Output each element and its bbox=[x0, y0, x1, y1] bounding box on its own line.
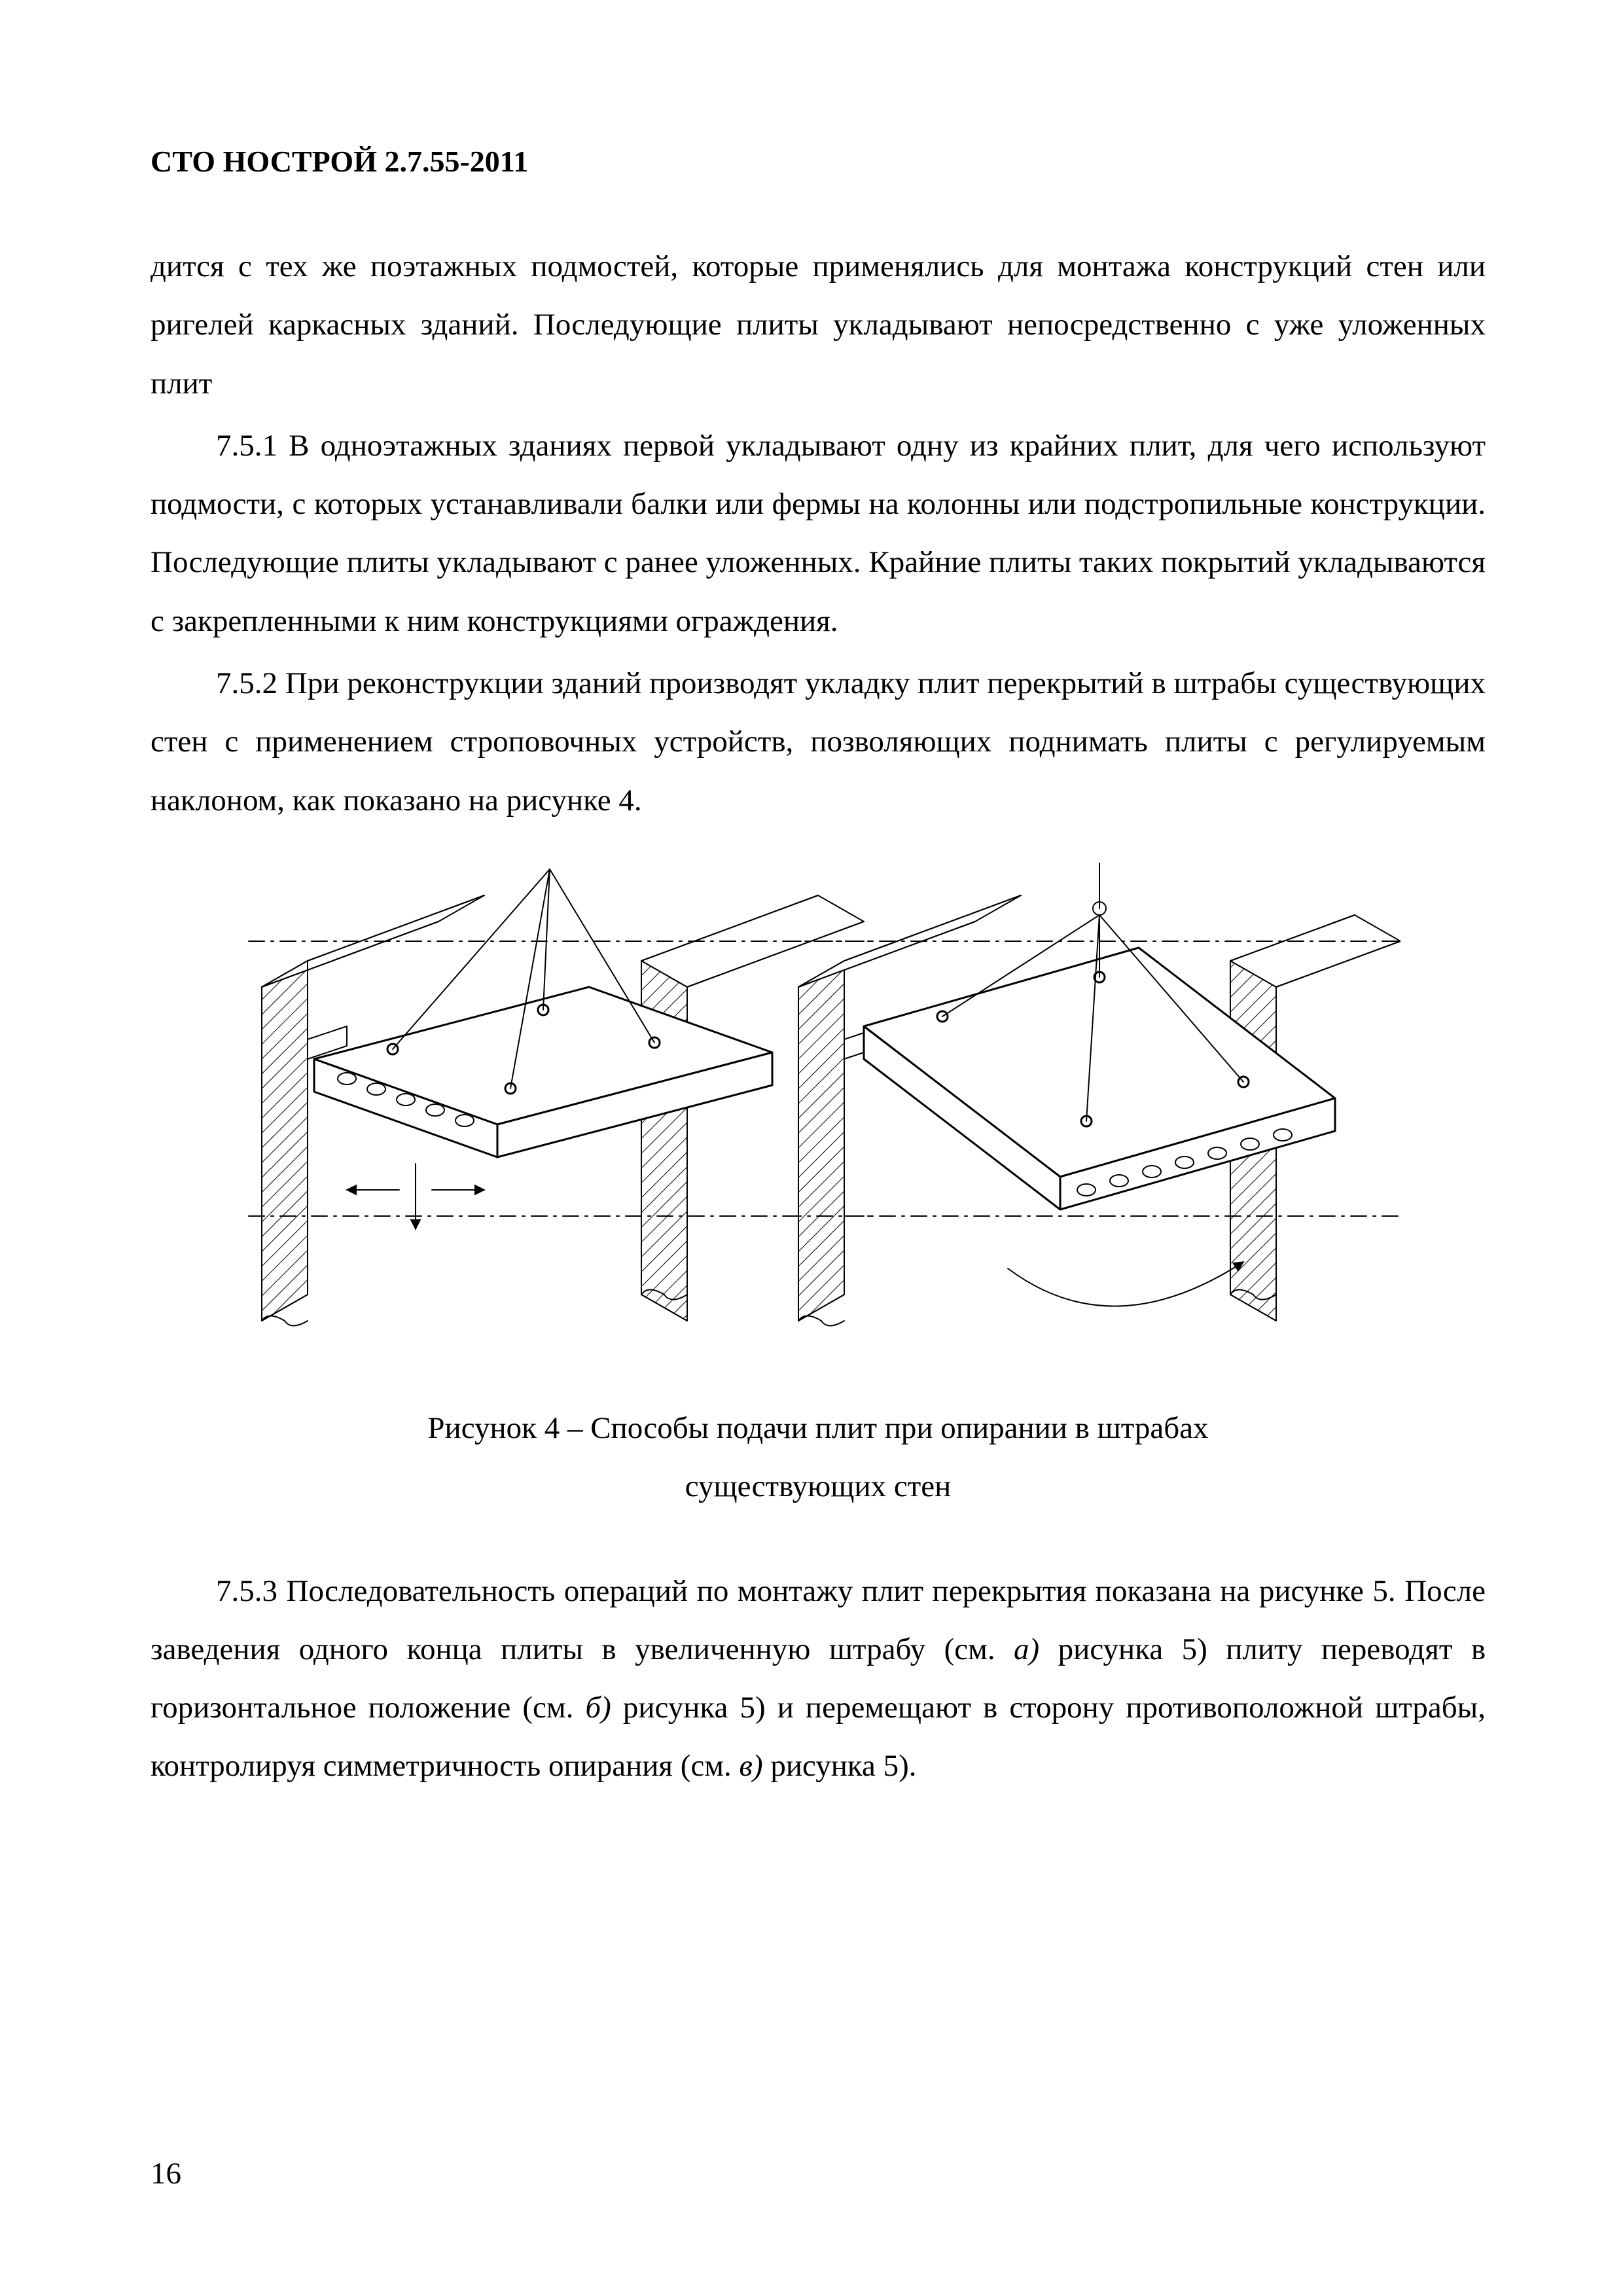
page-number: 16 bbox=[151, 2156, 181, 2191]
page: СТО НОСТРОЙ 2.7.55-2011 дится с тех же п… bbox=[0, 0, 1623, 2296]
left-assembly bbox=[249, 869, 877, 1326]
figure-4 bbox=[151, 863, 1486, 1360]
doc-header: СТО НОСТРОЙ 2.7.55-2011 bbox=[151, 144, 1486, 179]
figure-caption-line2: существующих стен bbox=[685, 1469, 952, 1503]
body-text: дится с тех же поэтажных подмостей, кото… bbox=[151, 238, 1486, 830]
ref-a: а) bbox=[1014, 1632, 1039, 1666]
paragraph-continuation: дится с тех же поэтажных подмостей, кото… bbox=[151, 238, 1486, 413]
paragraph-7-5-1: 7.5.1 В одноэтажных зданиях первой уклад… bbox=[151, 417, 1486, 651]
figure-4-svg bbox=[236, 863, 1400, 1360]
ref-b: б) bbox=[586, 1691, 611, 1725]
ref-c: в) bbox=[740, 1749, 763, 1783]
right-assembly bbox=[785, 863, 1400, 1326]
body-text-after-figure: 7.5.3 Последовательность операций по мон… bbox=[151, 1562, 1486, 1796]
left-slab bbox=[314, 987, 772, 1157]
paragraph-7-5-3: 7.5.3 Последовательность операций по мон… bbox=[151, 1562, 1486, 1796]
figure-4-caption: Рисунок 4 – Способы подачи плит при опир… bbox=[151, 1399, 1486, 1516]
p4-part-d: рисунка 5). bbox=[763, 1749, 917, 1783]
figure-caption-line1: Рисунок 4 – Способы подачи плит при опир… bbox=[427, 1411, 1208, 1445]
paragraph-7-5-2: 7.5.2 При реконструкции зданий производя… bbox=[151, 655, 1486, 830]
